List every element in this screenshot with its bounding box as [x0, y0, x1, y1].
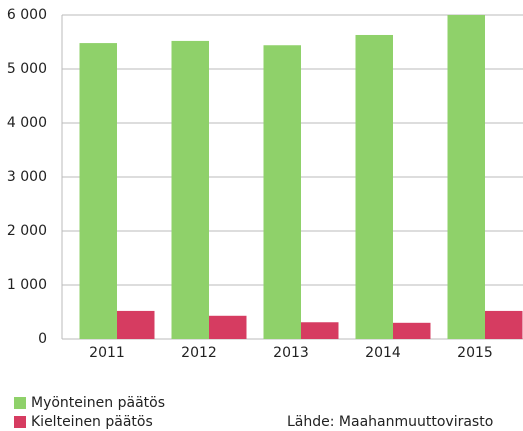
- bar: [263, 45, 301, 340]
- y-tick-label: 5 000: [7, 61, 47, 77]
- y-tick-label: 4 000: [7, 115, 47, 131]
- bar: [355, 34, 393, 339]
- legend-label: Kielteinen päätös: [31, 414, 153, 430]
- x-tick-label: 2012: [181, 345, 217, 361]
- x-tick-label: 2014: [365, 345, 401, 361]
- x-tick-label: 2013: [273, 345, 309, 361]
- x-tick-label: 2015: [457, 345, 493, 361]
- y-tick-label: 1 000: [7, 277, 47, 293]
- bar: [209, 315, 247, 339]
- y-tick-label: 3 000: [7, 169, 47, 185]
- bar: [79, 43, 117, 340]
- y-tick-label: 6 000: [7, 7, 47, 23]
- bar: [171, 40, 209, 340]
- source-note: Lähde: Maahanmuuttovirasto: [287, 414, 493, 430]
- y-tick-label: 2 000: [7, 223, 47, 239]
- bar: [301, 322, 339, 339]
- bar: [117, 310, 155, 339]
- x-tick-label: 2011: [89, 345, 125, 361]
- legend-swatch: [14, 397, 26, 409]
- bar: [485, 310, 523, 339]
- legend-label: Myönteinen päätös: [31, 395, 165, 411]
- legend-swatch: [14, 416, 26, 428]
- bar: [447, 15, 485, 339]
- y-tick-label: 0: [38, 331, 47, 347]
- bar: [393, 322, 431, 339]
